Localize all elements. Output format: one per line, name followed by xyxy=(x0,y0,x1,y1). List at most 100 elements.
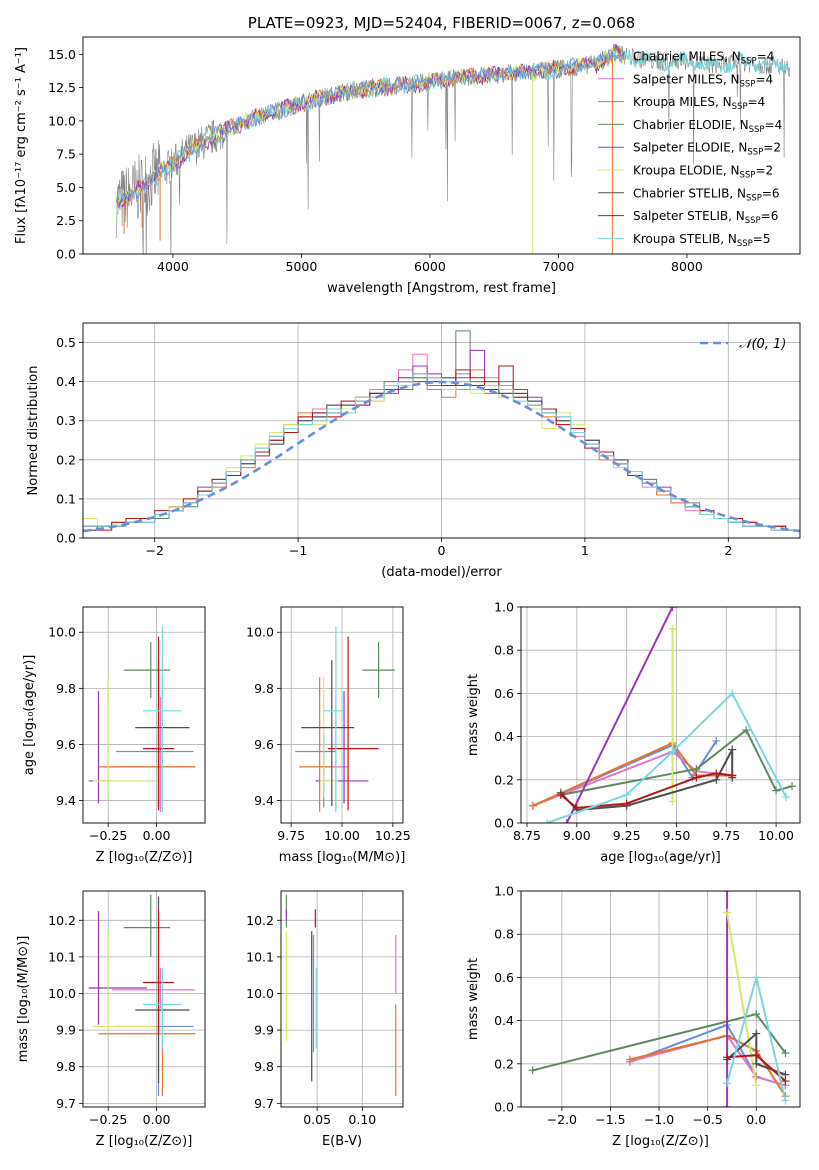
y-tick-label: 9.4 xyxy=(254,793,274,808)
x-tick-label: 0 xyxy=(438,543,446,558)
plot-area xyxy=(295,626,395,812)
y-axis-label: mass [log₁₀(M/M⊙)] xyxy=(16,936,31,1063)
x-tick-label: 8000 xyxy=(671,259,703,274)
y-tick-label: 9.9 xyxy=(254,1023,274,1038)
y-tick-label: 5.0 xyxy=(56,180,76,195)
weight-marker xyxy=(723,1079,732,1088)
weight-marker xyxy=(668,797,677,806)
axes-frame xyxy=(280,606,404,824)
mass-vs-extinction-panel: 0.05 0.10 9.7 9.8 9.9 10.0 10.1 10.2 E(B-V) xyxy=(246,890,404,1149)
weight-marker xyxy=(728,745,737,754)
y-tick-label: 9.8 xyxy=(56,681,76,696)
weight-vs-metallicity-panel: −2.0 −1.5 −1.0 −0.5 0.0 0.0 0.2 0.4 0.6 0.8 1.0 Z [… xyxy=(466,884,801,1149)
weight-line xyxy=(629,1034,787,1097)
x-tick-label: −2 xyxy=(145,543,163,558)
x-tick-label: −1.5 xyxy=(595,1112,625,1127)
y-tick-label: 0.0 xyxy=(494,816,514,831)
weight-marker xyxy=(668,607,677,611)
y-tick-label: 10.2 xyxy=(246,913,274,928)
y-tick-label: 0.0 xyxy=(494,1100,514,1115)
weight-marker xyxy=(625,1055,634,1064)
y-tick-label: 10.0 xyxy=(48,625,76,640)
weight-line xyxy=(532,741,733,807)
y-tick-label: 9.8 xyxy=(56,1059,76,1074)
weight-marker xyxy=(742,726,751,735)
x-axis-label: E(B-V) xyxy=(322,1134,362,1149)
x-tick-label: 9.75 xyxy=(712,828,740,843)
x-tick-label: 0.10 xyxy=(348,1112,376,1127)
y-tick-label: 9.8 xyxy=(254,1059,274,1074)
y-tick-label: 10.0 xyxy=(48,113,76,128)
x-tick-label: 10.00 xyxy=(758,828,794,843)
x-tick-label: 8.75 xyxy=(513,828,541,843)
weight-marker xyxy=(752,1029,761,1038)
legend-label-text: Salpeter MILES, N xyxy=(633,72,740,86)
y-axis-label: mass weight xyxy=(466,958,481,1040)
legend: Chabrier MILES, NSSP=4 Salpeter MILES, N S… xyxy=(598,50,782,249)
legend-label-text: Salpeter STELIB, N xyxy=(633,209,745,223)
x-tick-label: 0.00 xyxy=(143,1112,171,1127)
legend-label-subscript: SSP xyxy=(745,216,761,226)
weight-marker xyxy=(528,1066,537,1075)
y-tick-label: 0.4 xyxy=(494,1013,514,1028)
weight-line xyxy=(560,749,734,812)
legend-label-subscript: SSP xyxy=(732,102,748,112)
legend-label: Kroupa STELIB, NSSP=5 xyxy=(633,232,771,249)
chart-title: PLATE=0923, MJD=52404, FIBERID=0067, z=0… xyxy=(248,14,635,32)
y-tick-label: 0.2 xyxy=(494,772,514,787)
model-spectrum-line xyxy=(116,49,626,209)
weight-marker xyxy=(723,1053,732,1062)
y-tick-label: 0.3 xyxy=(56,413,76,428)
x-tick-label: 0.0 xyxy=(746,1112,766,1127)
y-tick-label: 9.8 xyxy=(254,681,274,696)
legend-label-value: =6 xyxy=(762,186,780,200)
weight-marker xyxy=(622,799,631,808)
x-axis-label: wavelength [Angstrom, rest frame] xyxy=(327,281,556,296)
y-axis-label: Normed distribution xyxy=(26,366,41,496)
weight-marker xyxy=(712,736,721,745)
legend-label-text: Chabrier MILES, N xyxy=(633,50,741,64)
spectrum-panel: 4000 5000 6000 7000 8000 0.0 2.5 5.0 7.5 10.0 12.5… xyxy=(14,14,801,296)
x-tick-label: −0.5 xyxy=(692,1112,722,1127)
y-tick-label: 0.8 xyxy=(494,643,514,658)
y-tick-label: 2.5 xyxy=(56,213,76,228)
y-tick-label: 12.5 xyxy=(48,80,76,95)
x-axis-label: Z [log₁₀(Z/Z⊙)] xyxy=(96,850,193,865)
x-tick-label: 0.00 xyxy=(143,828,171,843)
x-tick-label: 4000 xyxy=(157,259,189,274)
weight-marker xyxy=(781,1077,790,1086)
legend-label-subscript: SSP xyxy=(747,148,763,158)
x-tick-label: −0.25 xyxy=(89,828,127,843)
plot-area xyxy=(115,43,791,254)
weight-line xyxy=(726,912,758,1086)
weight-marker xyxy=(668,624,677,633)
x-tick-label: 6000 xyxy=(414,259,446,274)
plot-area xyxy=(528,891,790,1107)
legend-label-text: Kroupa ELODIE, N xyxy=(633,164,740,178)
weight-marker xyxy=(528,801,537,810)
y-tick-label: 0.6 xyxy=(494,970,514,985)
y-tick-label: 0.2 xyxy=(494,1056,514,1071)
y-tick-label: 7.5 xyxy=(56,147,76,162)
y-tick-label: 9.7 xyxy=(254,1096,274,1111)
weight-marker xyxy=(723,908,732,917)
axes-frame xyxy=(520,890,801,1108)
x-tick-label: −1.0 xyxy=(644,1112,674,1127)
weight-line xyxy=(565,607,674,823)
weight-marker xyxy=(752,1051,761,1060)
axes-frame xyxy=(82,36,801,255)
weight-marker xyxy=(622,790,631,799)
legend-label-value: =6 xyxy=(761,209,779,223)
axes-frame xyxy=(280,890,404,1108)
y-tick-label: 0.5 xyxy=(56,335,76,350)
x-tick-label: 7000 xyxy=(543,259,575,274)
legend-label-text: Chabrier ELODIE, N xyxy=(633,118,749,132)
weight-marker xyxy=(723,1103,732,1107)
y-tick-label: 10.0 xyxy=(246,986,274,1001)
x-tick-label: 5000 xyxy=(286,259,318,274)
weight-marker xyxy=(712,769,721,778)
weight-marker xyxy=(752,1081,761,1090)
legend-label: Chabrier MILES, NSSP=4 xyxy=(633,50,774,67)
y-axis-label: age [log₁₀(age/yr)] xyxy=(22,655,37,776)
y-tick-label: 9.6 xyxy=(56,737,76,752)
